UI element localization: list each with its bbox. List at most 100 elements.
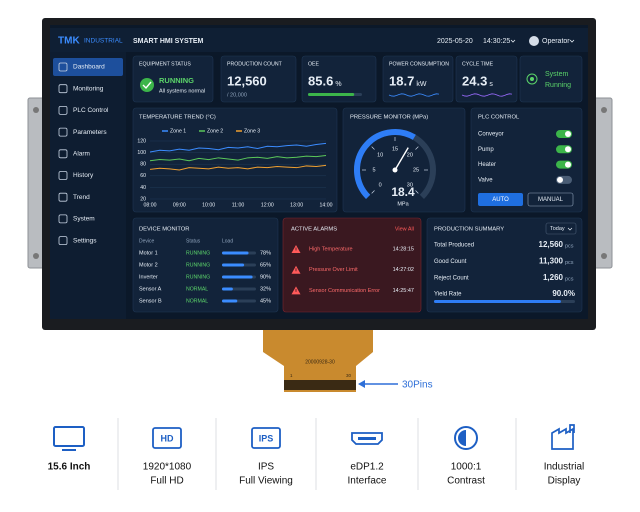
fpc-code: 20000928-30 — [305, 359, 335, 365]
kpi-label: CYCLE TIME — [462, 61, 494, 67]
button-label[interactable]: AUTO — [492, 197, 509, 203]
summary-value: 1,260 — [543, 273, 564, 282]
summary-label: Total Produced — [434, 243, 474, 249]
chevron — [567, 227, 573, 231]
button-label[interactable]: MANUAL — [538, 197, 564, 203]
load-label: 45% — [260, 298, 271, 304]
switch-label: Heater — [478, 162, 496, 168]
gauge-tick — [371, 146, 375, 150]
nav-active[interactable] — [53, 58, 123, 76]
card — [342, 107, 466, 213]
icon-contrast-half — [458, 430, 466, 446]
icon-box — [251, 427, 281, 449]
nav-icon — [58, 127, 68, 137]
nav-icon — [58, 106, 68, 115]
button[interactable] — [527, 192, 574, 207]
icon-label: HD — [161, 433, 174, 443]
yield-value: 90.0% — [552, 289, 575, 298]
nav-item[interactable]: History — [73, 172, 94, 179]
nav-item[interactable]: Settings — [73, 237, 97, 244]
load-bar — [222, 263, 245, 267]
kpi-label: OEE — [308, 61, 319, 67]
system-status: Running — [545, 82, 571, 89]
legend-label: Zone 1 — [170, 128, 186, 134]
nav-item[interactable]: Monitoring — [73, 85, 104, 92]
device-status: NORMAL — [186, 286, 208, 292]
user-icon — [529, 36, 539, 46]
device-name: Sensor B — [139, 298, 162, 304]
icon-contrast — [454, 426, 478, 450]
feature-text: Interface — [348, 476, 387, 487]
toggle-knob[interactable] — [565, 131, 571, 137]
card — [470, 107, 583, 213]
running-dot — [530, 77, 534, 81]
feature-text: eDP1.2 — [350, 462, 384, 473]
nav-icon — [58, 214, 68, 224]
x-tick-label: 08:00 — [144, 202, 157, 208]
screw — [33, 107, 39, 113]
legend-label: Zone 3 — [244, 128, 260, 134]
nav-icon — [58, 236, 68, 246]
feature-text: Full Viewing — [239, 476, 293, 487]
nav-item[interactable]: PLC Control — [73, 107, 109, 114]
gauge-tick-label: 15 — [392, 146, 398, 152]
toggle-knob[interactable] — [565, 146, 571, 153]
dropdown-label[interactable]: Today — [550, 226, 565, 232]
card — [220, 55, 297, 103]
icon-factory — [551, 424, 575, 450]
gauge-tick-label: 20 — [407, 153, 413, 159]
nav-item[interactable]: System — [73, 216, 95, 223]
icon-box — [152, 427, 182, 449]
gauge-tick — [371, 190, 375, 194]
icon-label: IPS — [259, 433, 274, 443]
x-tick-label: 11:00 — [232, 202, 245, 208]
alarm-time: 14:25:47 — [393, 288, 414, 294]
kpi-value: 85.6 — [308, 73, 333, 88]
switch-label: Valve — [478, 177, 493, 183]
summary-value: 12,560 — [539, 240, 564, 249]
sidebar — [50, 52, 126, 319]
kpi-value: 24.3 — [462, 73, 487, 88]
table-header: Status — [186, 238, 201, 244]
header-bar — [50, 28, 588, 52]
nav-icon — [58, 84, 68, 94]
nav-item[interactable]: Alarm — [73, 151, 90, 158]
series-line — [149, 164, 327, 171]
nav-item[interactable]: Parameters — [73, 129, 107, 136]
load-label: 78% — [260, 250, 271, 256]
alarm-time: 14:27:02 — [393, 267, 414, 273]
toggle-knob[interactable] — [565, 161, 571, 168]
nav-item[interactable]: Dashboard — [73, 64, 105, 71]
toggle-knob[interactable] — [557, 176, 563, 183]
user: Operator — [542, 38, 570, 45]
card — [382, 55, 454, 103]
pin-label: 1 — [290, 373, 293, 378]
button[interactable] — [478, 193, 523, 206]
gauge-value-label: 18.4 — [391, 185, 415, 199]
needle-hub — [392, 167, 398, 173]
kpi-value: 12,560 — [227, 73, 267, 88]
y-tick-label: 20 — [140, 196, 146, 202]
card — [426, 217, 583, 313]
check — [142, 81, 152, 90]
feature-text: Full HD — [150, 476, 183, 487]
kpi-unit: s — [489, 81, 493, 88]
dropdown[interactable] — [545, 222, 577, 235]
feature-text: Contrast — [447, 476, 485, 487]
date: 2025-05-20 — [437, 38, 473, 45]
feature-text: 1920*1080 — [143, 462, 192, 473]
nav-icon — [58, 149, 68, 159]
y-tick-label: 60 — [140, 173, 146, 179]
link[interactable]: View All — [395, 226, 414, 232]
y-tick-label: 80 — [140, 162, 146, 168]
legend-label: Zone 2 — [207, 128, 223, 134]
summary-label: Reject Count — [434, 276, 469, 282]
series-line — [149, 142, 327, 153]
card — [282, 217, 422, 313]
device-name: Inverter — [139, 274, 158, 280]
feature-text: IPS — [258, 462, 274, 473]
alarm-text: Pressure Over Limit — [309, 267, 358, 273]
kpi-sub: All systems normal — [159, 88, 205, 94]
load-bar — [222, 287, 233, 291]
nav-item[interactable]: Trend — [73, 194, 90, 201]
